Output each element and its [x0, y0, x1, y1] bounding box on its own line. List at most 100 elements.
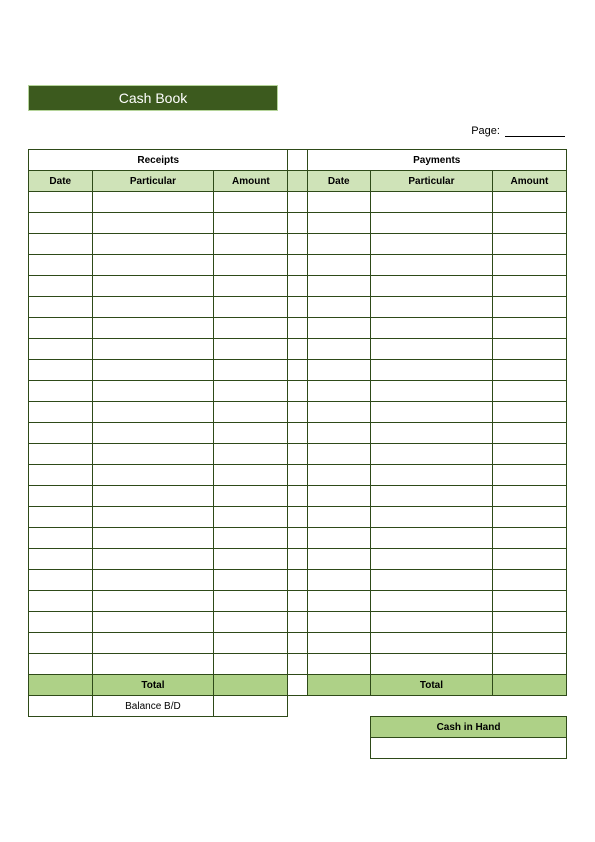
data-cell[interactable] — [214, 528, 288, 549]
total-amount-payments[interactable] — [492, 675, 566, 696]
data-cell[interactable] — [29, 444, 93, 465]
data-cell[interactable] — [492, 318, 566, 339]
data-cell[interactable] — [492, 612, 566, 633]
page-number-input[interactable] — [505, 136, 565, 137]
data-cell[interactable] — [371, 192, 493, 213]
data-cell[interactable] — [492, 423, 566, 444]
data-cell[interactable] — [29, 612, 93, 633]
data-cell[interactable] — [92, 360, 214, 381]
data-cell[interactable] — [29, 654, 93, 675]
total-amount-receipts[interactable] — [214, 675, 288, 696]
data-cell[interactable] — [92, 549, 214, 570]
data-cell[interactable] — [214, 549, 288, 570]
data-cell[interactable] — [371, 402, 493, 423]
data-cell[interactable] — [92, 234, 214, 255]
data-cell[interactable] — [307, 276, 371, 297]
data-cell[interactable] — [214, 570, 288, 591]
data-cell[interactable] — [92, 297, 214, 318]
data-cell[interactable] — [214, 213, 288, 234]
data-cell[interactable] — [371, 276, 493, 297]
data-cell[interactable] — [214, 612, 288, 633]
data-cell[interactable] — [371, 255, 493, 276]
data-cell[interactable] — [307, 297, 371, 318]
data-cell[interactable] — [371, 213, 493, 234]
data-cell[interactable] — [492, 381, 566, 402]
data-cell[interactable] — [92, 192, 214, 213]
data-cell[interactable] — [307, 360, 371, 381]
data-cell[interactable] — [371, 423, 493, 444]
data-cell[interactable] — [29, 360, 93, 381]
data-cell[interactable] — [29, 213, 93, 234]
data-cell[interactable] — [214, 192, 288, 213]
data-cell[interactable] — [492, 276, 566, 297]
data-cell[interactable] — [214, 318, 288, 339]
data-cell[interactable] — [29, 255, 93, 276]
data-cell[interactable] — [92, 255, 214, 276]
data-cell[interactable] — [214, 465, 288, 486]
data-cell[interactable] — [29, 297, 93, 318]
data-cell[interactable] — [492, 591, 566, 612]
data-cell[interactable] — [92, 423, 214, 444]
data-cell[interactable] — [29, 528, 93, 549]
cash-in-hand-value[interactable] — [371, 738, 567, 759]
data-cell[interactable] — [214, 507, 288, 528]
data-cell[interactable] — [214, 486, 288, 507]
data-cell[interactable] — [492, 444, 566, 465]
data-cell[interactable] — [307, 192, 371, 213]
data-cell[interactable] — [214, 402, 288, 423]
data-cell[interactable] — [307, 213, 371, 234]
data-cell[interactable] — [214, 360, 288, 381]
data-cell[interactable] — [29, 276, 93, 297]
data-cell[interactable] — [492, 465, 566, 486]
data-cell[interactable] — [92, 654, 214, 675]
data-cell[interactable] — [492, 528, 566, 549]
data-cell[interactable] — [371, 591, 493, 612]
data-cell[interactable] — [492, 297, 566, 318]
data-cell[interactable] — [307, 486, 371, 507]
data-cell[interactable] — [307, 234, 371, 255]
data-cell[interactable] — [492, 633, 566, 654]
data-cell[interactable] — [29, 402, 93, 423]
data-cell[interactable] — [214, 339, 288, 360]
data-cell[interactable] — [92, 591, 214, 612]
data-cell[interactable] — [307, 612, 371, 633]
data-cell[interactable] — [371, 318, 493, 339]
data-cell[interactable] — [29, 465, 93, 486]
data-cell[interactable] — [307, 528, 371, 549]
data-cell[interactable] — [307, 654, 371, 675]
data-cell[interactable] — [492, 213, 566, 234]
data-cell[interactable] — [29, 570, 93, 591]
data-cell[interactable] — [307, 549, 371, 570]
data-cell[interactable] — [29, 507, 93, 528]
data-cell[interactable] — [492, 570, 566, 591]
data-cell[interactable] — [371, 612, 493, 633]
data-cell[interactable] — [29, 486, 93, 507]
data-cell[interactable] — [214, 381, 288, 402]
data-cell[interactable] — [214, 444, 288, 465]
data-cell[interactable] — [92, 465, 214, 486]
data-cell[interactable] — [371, 507, 493, 528]
data-cell[interactable] — [371, 360, 493, 381]
data-cell[interactable] — [307, 444, 371, 465]
data-cell[interactable] — [371, 633, 493, 654]
data-cell[interactable] — [92, 213, 214, 234]
data-cell[interactable] — [29, 633, 93, 654]
data-cell[interactable] — [492, 549, 566, 570]
data-cell[interactable] — [92, 444, 214, 465]
data-cell[interactable] — [492, 339, 566, 360]
data-cell[interactable] — [214, 297, 288, 318]
data-cell[interactable] — [29, 339, 93, 360]
data-cell[interactable] — [29, 381, 93, 402]
data-cell[interactable] — [371, 528, 493, 549]
data-cell[interactable] — [492, 255, 566, 276]
data-cell[interactable] — [92, 528, 214, 549]
data-cell[interactable] — [214, 654, 288, 675]
data-cell[interactable] — [29, 423, 93, 444]
data-cell[interactable] — [307, 570, 371, 591]
data-cell[interactable] — [29, 318, 93, 339]
data-cell[interactable] — [371, 339, 493, 360]
data-cell[interactable] — [92, 381, 214, 402]
data-cell[interactable] — [92, 318, 214, 339]
data-cell[interactable] — [307, 339, 371, 360]
data-cell[interactable] — [371, 444, 493, 465]
